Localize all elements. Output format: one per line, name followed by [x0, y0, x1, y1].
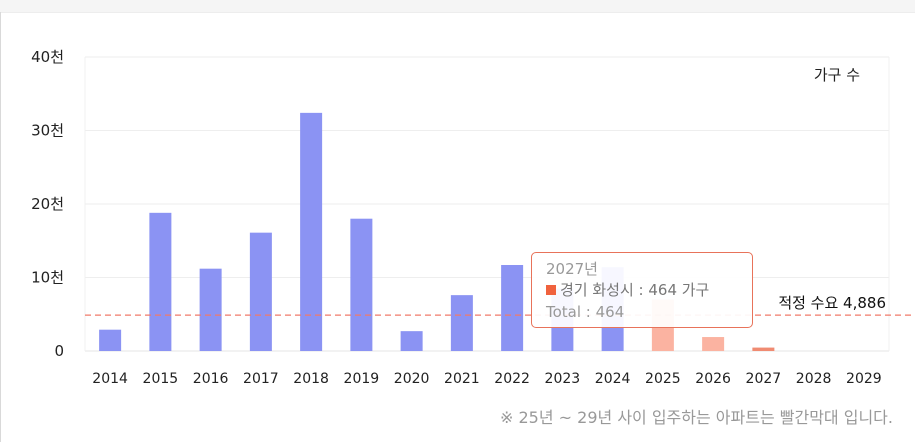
x-tick-label: 2019 — [344, 371, 380, 387]
x-tick-label: 2027 — [746, 371, 782, 387]
y-tick-label: 30천 — [31, 122, 64, 140]
bar-2017[interactable] — [249, 232, 272, 351]
x-tick-label: 2023 — [545, 371, 581, 387]
tooltip-series-label: 경기 화성시 : 464 가구 — [560, 281, 710, 299]
x-tick-label: 2028 — [796, 371, 832, 387]
x-tick-label: 2014 — [92, 371, 128, 387]
tooltip-title: 2027년 — [546, 260, 598, 278]
legend-label: 가구 수 — [814, 66, 860, 84]
x-tick-label: 2024 — [595, 371, 631, 387]
bar-2026[interactable] — [702, 337, 725, 351]
bar-2016[interactable] — [199, 268, 222, 351]
x-tick-label: 2018 — [293, 371, 329, 387]
bar-2015[interactable] — [149, 212, 172, 351]
tooltip: 2027년 경기 화성시 : 464 가구 Total : 464 — [531, 252, 753, 328]
x-tick-label: 2021 — [444, 371, 480, 387]
x-tick-label: 2026 — [695, 371, 731, 387]
tooltip-total: Total : 464 — [546, 303, 625, 321]
x-axis-labels: 2014 2015 2016 2017 2018 2019 2020 2021 2022 2023… — [92, 371, 881, 387]
bar-2027[interactable] — [752, 347, 775, 351]
bar-2022[interactable] — [501, 265, 524, 351]
y-tick-label: 20천 — [31, 195, 64, 213]
bar-2014[interactable] — [99, 329, 122, 351]
x-tick-label: 2016 — [193, 371, 229, 387]
y-tick-label: 0 — [54, 342, 64, 360]
x-tick-label: 2022 — [494, 371, 530, 387]
series-swatch — [546, 285, 556, 295]
top-bar — [0, 0, 915, 13]
bar-2019[interactable] — [350, 218, 373, 351]
x-tick-label: 2029 — [846, 371, 882, 387]
x-tick-label: 2015 — [143, 371, 179, 387]
reference-line-label: 적정 수요 4,886 — [778, 294, 886, 312]
y-axis-labels: 0 10천 20천 30천 40천 — [31, 48, 64, 360]
x-tick-label: 2017 — [243, 371, 279, 387]
y-tick-label: 10천 — [31, 269, 64, 287]
x-tick-label: 2020 — [394, 371, 430, 387]
bar-2018[interactable] — [300, 112, 323, 351]
x-tick-label: 2025 — [645, 371, 681, 387]
left-border — [0, 12, 1, 442]
y-tick-label: 40천 — [31, 48, 64, 66]
bar-2021[interactable] — [450, 295, 473, 351]
footnote: ※ 25년 ~ 29년 사이 입주하는 아파트는 빨간막대 입니다. — [500, 408, 893, 427]
tooltip-series-row: 경기 화성시 : 464 가구 — [546, 279, 738, 301]
bar-2020[interactable] — [400, 331, 423, 351]
